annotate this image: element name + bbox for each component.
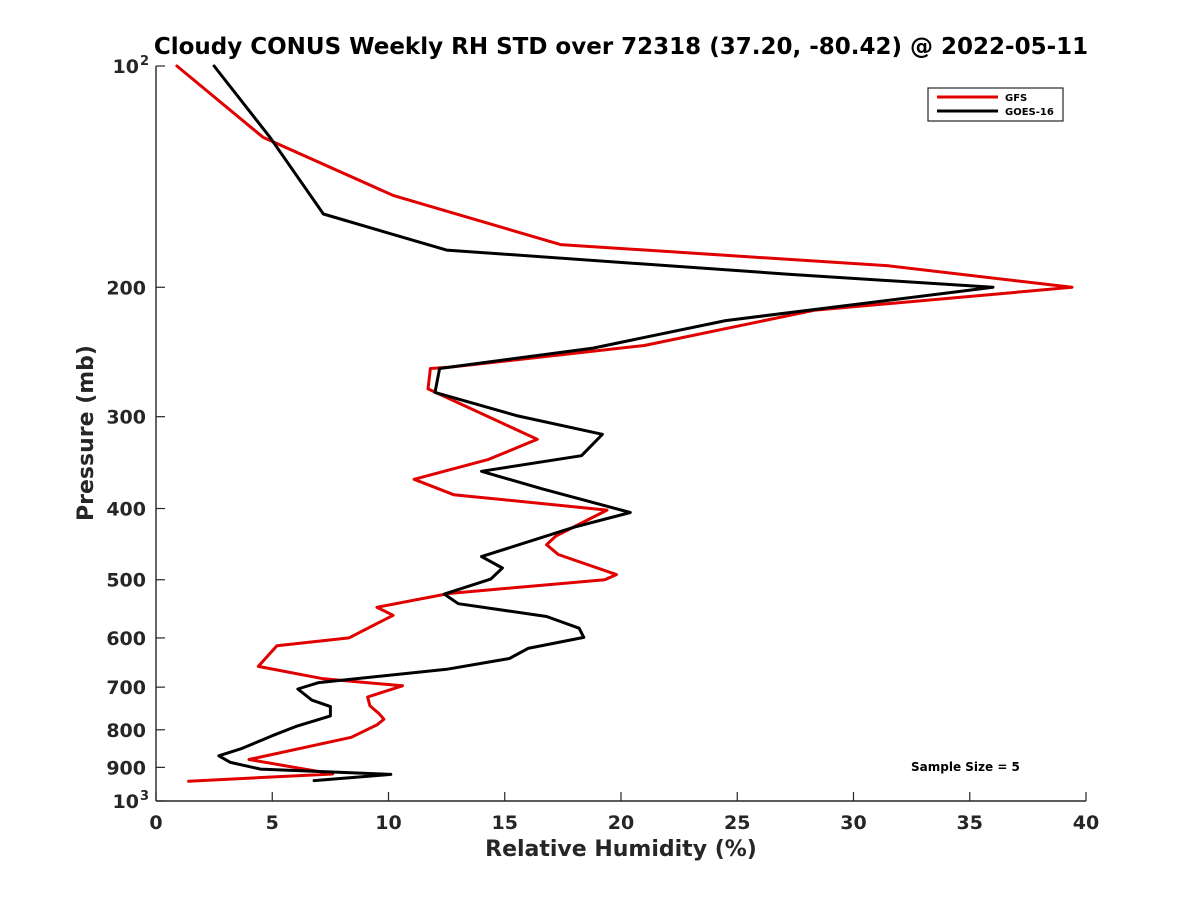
y-tick-label: 200 [106,277,146,299]
y-tick-exponent: 3 [140,789,149,804]
y-tick-label: 800 [106,720,146,742]
y-tick-label: 10 [113,791,139,813]
sample-size-annotation: Sample Size = 5 [911,760,1020,774]
x-tick-label: 10 [375,812,401,834]
x-tick-label: 15 [492,812,518,834]
x-tick-label: 20 [608,812,634,834]
y-tick-label: 400 [106,499,146,521]
y-tick-label: 600 [106,628,146,650]
legend: GFS GOES-16 [927,87,1064,122]
y-tick-label: 500 [106,570,146,592]
chart-title: Cloudy CONUS Weekly RH STD over 72318 (3… [154,34,1088,60]
y-tick-label: 300 [106,407,146,429]
x-ticks: 0 5 10 15 20 25 30 35 40 [149,792,1099,834]
series-line-gfs [175,64,1074,783]
plot-area: 0 5 10 15 20 25 30 35 40 10 220030040050060070080… [106,54,1099,834]
y-tick-exponent: 2 [140,54,149,69]
series-line-goes16 [212,64,995,783]
x-tick-label: 25 [724,812,750,834]
x-tick-label: 35 [957,812,983,834]
x-tick-label: 30 [840,812,866,834]
legend-label-gfs: GFS [1005,93,1027,104]
x-tick-label: 0 [149,812,162,834]
x-tick-label: 5 [266,812,279,834]
y-tick-label: 900 [106,757,146,779]
x-tick-label: 40 [1073,812,1099,834]
series-group [175,64,1074,783]
x-axis-label: Relative Humidity (%) [485,837,757,862]
legend-label-goes16: GOES-16 [1005,107,1054,118]
legend-box [927,87,1064,122]
y-tick-label: 700 [106,677,146,699]
y-axis-label: Pressure (mb) [74,345,99,521]
y-tick-label: 10 [113,56,139,78]
